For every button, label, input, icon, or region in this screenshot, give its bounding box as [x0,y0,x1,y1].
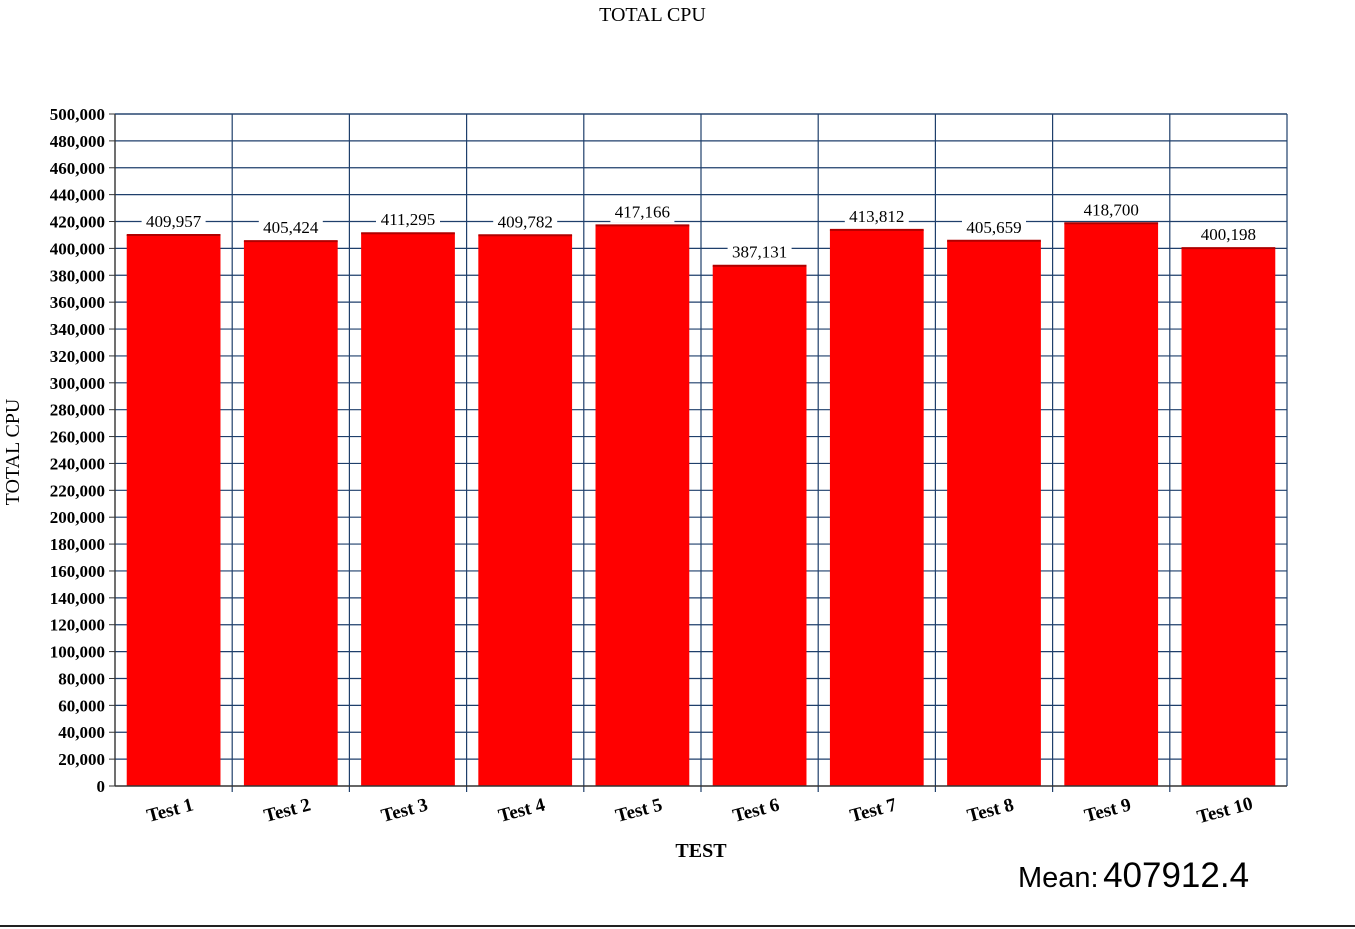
y-tick-label: 0 [97,777,106,796]
y-tick-label: 260,000 [50,428,105,447]
y-tick-label: 200,000 [50,508,105,527]
data-label: 400,198 [1201,225,1256,244]
y-tick-label: 400,000 [50,239,105,258]
bar [1181,248,1276,786]
y-tick-label: 80,000 [58,669,105,688]
bar [712,265,807,786]
y-tick-label: 160,000 [50,562,105,581]
data-label-bg [727,242,792,263]
data-label: 411,295 [381,210,436,229]
x-tick-label: Test 5 [613,794,664,827]
y-tick-label: 480,000 [50,132,105,151]
data-label-bg [376,210,440,231]
data-label-bg [141,212,206,233]
data-label-bg [1079,200,1144,221]
data-label: 409,782 [498,212,553,231]
x-tick-label: Test 8 [965,794,1016,827]
data-label: 405,424 [263,218,319,237]
y-tick-label: 40,000 [58,723,105,742]
y-tick-label: 60,000 [58,696,105,715]
bar [243,241,338,787]
data-label-bg [493,212,558,233]
y-tick-label: 20,000 [58,750,105,769]
y-tick-label: 320,000 [50,347,105,366]
y-tick-label: 380,000 [50,266,105,285]
data-label-bg [844,206,909,227]
data-label-bg [610,202,675,223]
bar [126,235,221,786]
x-tick-label: Test 1 [145,794,196,827]
x-tick-label: Test 7 [848,794,900,827]
data-label: 417,166 [615,202,670,221]
x-tick-label: Test 10 [1195,793,1255,828]
x-tick-label: Test 2 [262,794,313,827]
x-tick-label: Test 4 [496,794,548,827]
y-axis-title: TOTAL CPU [2,398,24,505]
data-label: 418,700 [1084,200,1139,219]
y-tick-label: 140,000 [50,589,105,608]
y-tick-label: 300,000 [50,374,105,393]
bar [947,240,1041,786]
x-axis-title: TEST [675,840,727,862]
bar [595,225,690,786]
bar [829,229,924,786]
mean-value: 407912.4 [1103,856,1250,895]
y-tick-label: 440,000 [50,186,105,205]
y-tick-label: 340,000 [50,320,105,339]
x-tick-label: Test 6 [731,794,782,827]
bar [1064,223,1159,786]
y-tick-label: 180,000 [50,535,105,554]
y-tick-label: 500,000 [50,105,105,124]
bar [361,233,455,787]
mean-label: Mean: [1018,862,1099,894]
chart-title: TOTAL CPU [599,4,706,26]
data-label: 387,131 [732,243,787,262]
y-tick-label: 420,000 [50,213,105,232]
bar [478,235,573,786]
y-tick-label: 100,000 [50,643,105,662]
x-tick-label: Test 3 [379,794,430,827]
y-tick-label: 120,000 [50,616,105,635]
data-label: 413,812 [849,207,904,226]
y-tick-label: 460,000 [50,159,105,178]
mean-summary: Mean: 407912.4 [1018,856,1249,896]
y-tick-label: 220,000 [50,481,105,500]
y-tick-label: 240,000 [50,454,105,473]
x-tick-label: Test 9 [1082,794,1133,827]
data-label-bg [258,218,323,239]
bottom-divider [0,925,1355,927]
y-tick-label: 360,000 [50,293,105,312]
data-label: 409,957 [146,212,202,231]
data-label-bg [1196,225,1261,246]
data-label: 405,659 [966,218,1021,237]
data-label-bg [962,217,1026,238]
y-tick-label: 280,000 [50,401,105,420]
